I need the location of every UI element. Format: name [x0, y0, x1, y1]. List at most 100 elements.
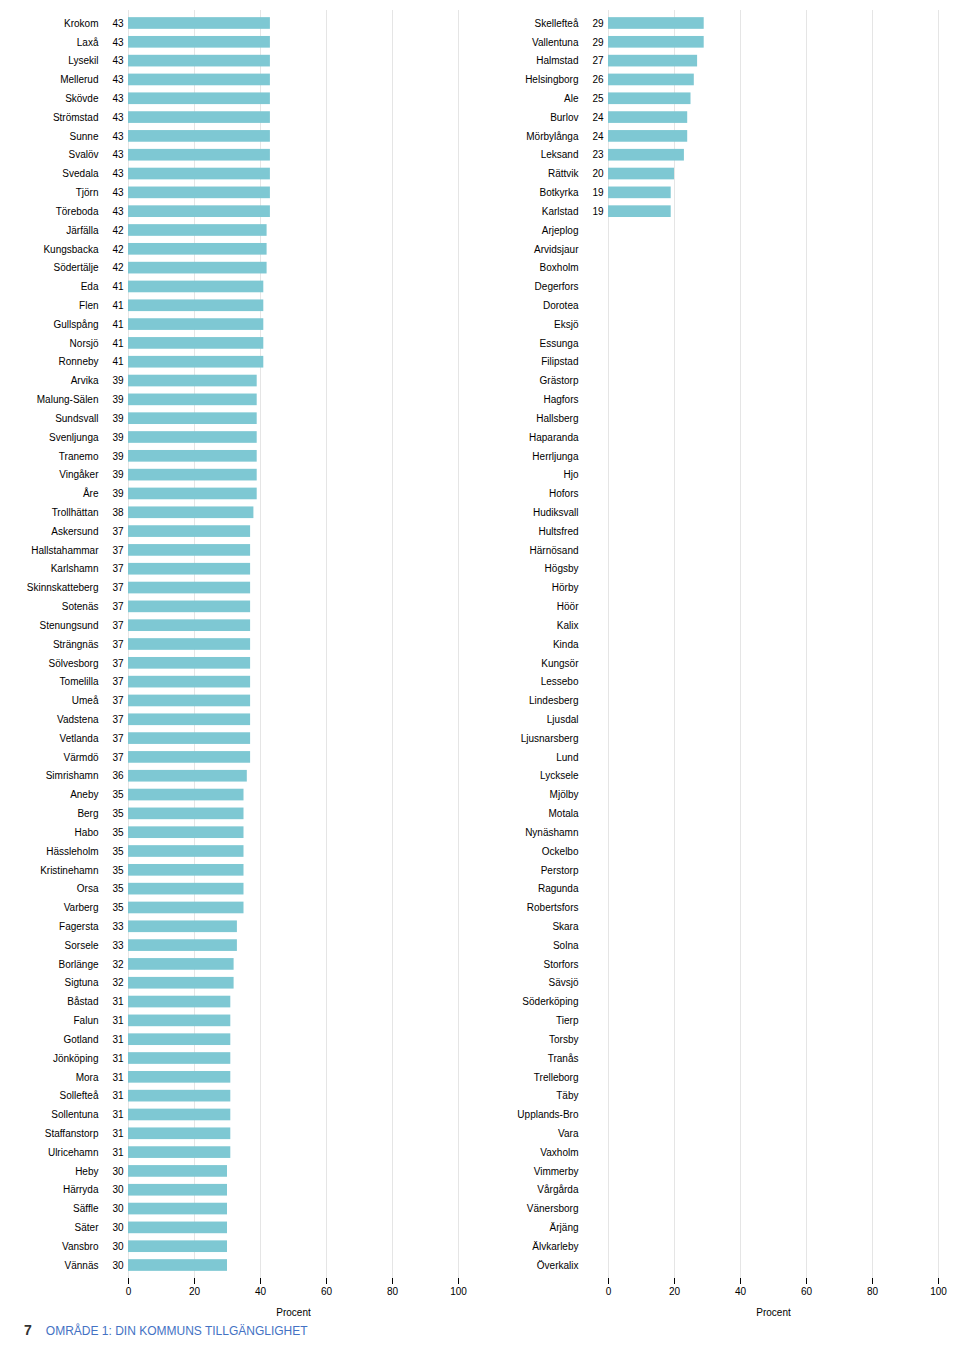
svg-text:Härryda: Härryda — [63, 1184, 99, 1195]
svg-text:Procent: Procent — [756, 1307, 791, 1318]
svg-text:35: 35 — [112, 808, 124, 819]
svg-text:Procent: Procent — [276, 1307, 311, 1318]
svg-text:Borlänge: Borlänge — [58, 959, 98, 970]
svg-text:37: 37 — [112, 733, 124, 744]
svg-text:Vänersborg: Vänersborg — [527, 1203, 579, 1214]
svg-text:Sorsele: Sorsele — [65, 940, 99, 951]
svg-text:Skinnskatteberg: Skinnskatteberg — [27, 582, 99, 593]
svg-text:40: 40 — [255, 1286, 267, 1297]
svg-text:20: 20 — [592, 168, 604, 179]
svg-text:Arvika: Arvika — [71, 375, 99, 386]
svg-text:35: 35 — [112, 883, 124, 894]
svg-text:40: 40 — [735, 1286, 747, 1297]
svg-text:Vaxholm: Vaxholm — [540, 1147, 578, 1158]
svg-text:24: 24 — [592, 131, 604, 142]
svg-text:Norsjö: Norsjö — [70, 338, 99, 349]
svg-text:Ulricehamn: Ulricehamn — [48, 1147, 99, 1158]
svg-text:31: 31 — [112, 1128, 124, 1139]
svg-text:Hjo: Hjo — [563, 469, 578, 480]
svg-text:Vallentuna: Vallentuna — [532, 37, 579, 48]
svg-text:36: 36 — [112, 770, 124, 781]
svg-text:43: 43 — [112, 206, 124, 217]
svg-text:43: 43 — [112, 168, 124, 179]
svg-text:19: 19 — [592, 187, 604, 198]
svg-text:Jönköping: Jönköping — [53, 1053, 99, 1064]
svg-text:37: 37 — [112, 714, 124, 725]
svg-text:Mörbylånga: Mörbylånga — [526, 131, 579, 142]
svg-text:43: 43 — [112, 18, 124, 29]
svg-text:Strängnäs: Strängnäs — [53, 639, 99, 650]
svg-text:Skara: Skara — [552, 921, 579, 932]
svg-text:43: 43 — [112, 93, 124, 104]
svg-text:Motala: Motala — [548, 808, 578, 819]
svg-text:37: 37 — [112, 620, 124, 631]
svg-text:80: 80 — [867, 1286, 879, 1297]
svg-text:Sollefteå: Sollefteå — [60, 1090, 99, 1101]
svg-text:Ljusnarsberg: Ljusnarsberg — [521, 733, 579, 744]
svg-text:Fagersta: Fagersta — [59, 921, 99, 932]
svg-text:Älvkarleby: Älvkarleby — [532, 1241, 578, 1252]
svg-text:0: 0 — [606, 1286, 612, 1297]
svg-text:Torsby: Torsby — [549, 1034, 578, 1045]
svg-text:39: 39 — [112, 488, 124, 499]
svg-text:Sunne: Sunne — [70, 131, 99, 142]
svg-text:Malung-Sälen: Malung-Sälen — [37, 394, 99, 405]
svg-text:Botkyrka: Botkyrka — [540, 187, 579, 198]
svg-text:Herrljunga: Herrljunga — [532, 451, 579, 462]
svg-text:Laxå: Laxå — [77, 37, 99, 48]
svg-text:Halmstad: Halmstad — [536, 55, 578, 66]
svg-text:30: 30 — [112, 1203, 124, 1214]
svg-text:30: 30 — [112, 1184, 124, 1195]
svg-text:Härnösand: Härnösand — [530, 545, 579, 556]
svg-text:23: 23 — [592, 149, 604, 160]
svg-text:Åre: Åre — [83, 487, 99, 499]
svg-text:Boxholm: Boxholm — [540, 262, 579, 273]
svg-text:31: 31 — [112, 996, 124, 1007]
svg-text:Skövde: Skövde — [65, 93, 99, 104]
svg-text:42: 42 — [112, 225, 124, 236]
svg-text:37: 37 — [112, 752, 124, 763]
svg-text:Kungsbacka: Kungsbacka — [43, 244, 98, 255]
svg-text:19: 19 — [592, 206, 604, 217]
svg-text:0: 0 — [126, 1286, 132, 1297]
svg-text:Hallsberg: Hallsberg — [536, 413, 578, 424]
svg-text:31: 31 — [112, 1147, 124, 1158]
svg-text:Hofors: Hofors — [549, 488, 578, 499]
svg-text:32: 32 — [112, 959, 124, 970]
svg-text:Ragunda: Ragunda — [538, 883, 579, 894]
svg-text:37: 37 — [112, 658, 124, 669]
svg-text:Vårgårda: Vårgårda — [537, 1184, 579, 1195]
svg-text:Sundsvall: Sundsvall — [55, 413, 98, 424]
svg-text:Staffanstorp: Staffanstorp — [45, 1128, 99, 1139]
svg-text:42: 42 — [112, 244, 124, 255]
svg-text:Täby: Täby — [556, 1090, 578, 1101]
svg-text:31: 31 — [112, 1109, 124, 1120]
svg-text:Ockelbo: Ockelbo — [542, 846, 579, 857]
svg-text:Varberg: Varberg — [64, 902, 99, 913]
svg-text:37: 37 — [112, 639, 124, 650]
svg-text:Säffle: Säffle — [73, 1203, 99, 1214]
svg-text:Krokom: Krokom — [64, 18, 98, 29]
svg-text:32: 32 — [112, 977, 124, 988]
svg-text:Kalix: Kalix — [557, 620, 579, 631]
svg-text:Perstorp: Perstorp — [541, 865, 579, 876]
svg-text:43: 43 — [112, 55, 124, 66]
svg-text:Lund: Lund — [556, 752, 578, 763]
svg-text:41: 41 — [112, 338, 124, 349]
svg-text:60: 60 — [801, 1286, 813, 1297]
svg-text:Svedala: Svedala — [62, 168, 99, 179]
svg-text:Kinda: Kinda — [553, 639, 579, 650]
svg-text:31: 31 — [112, 1072, 124, 1083]
svg-text:Vara: Vara — [558, 1128, 579, 1139]
svg-text:Hagfors: Hagfors — [543, 394, 578, 405]
svg-text:Överkalix: Överkalix — [537, 1260, 579, 1271]
svg-text:Robertsfors: Robertsfors — [527, 902, 579, 913]
svg-text:Berg: Berg — [77, 808, 98, 819]
svg-text:42: 42 — [112, 262, 124, 273]
svg-text:Falun: Falun — [73, 1015, 98, 1026]
svg-text:Orsa: Orsa — [77, 883, 99, 894]
svg-text:Dorotea: Dorotea — [543, 300, 579, 311]
svg-text:Svenljunga: Svenljunga — [49, 432, 99, 443]
svg-text:Sollentuna: Sollentuna — [51, 1109, 99, 1120]
svg-text:26: 26 — [592, 74, 604, 85]
